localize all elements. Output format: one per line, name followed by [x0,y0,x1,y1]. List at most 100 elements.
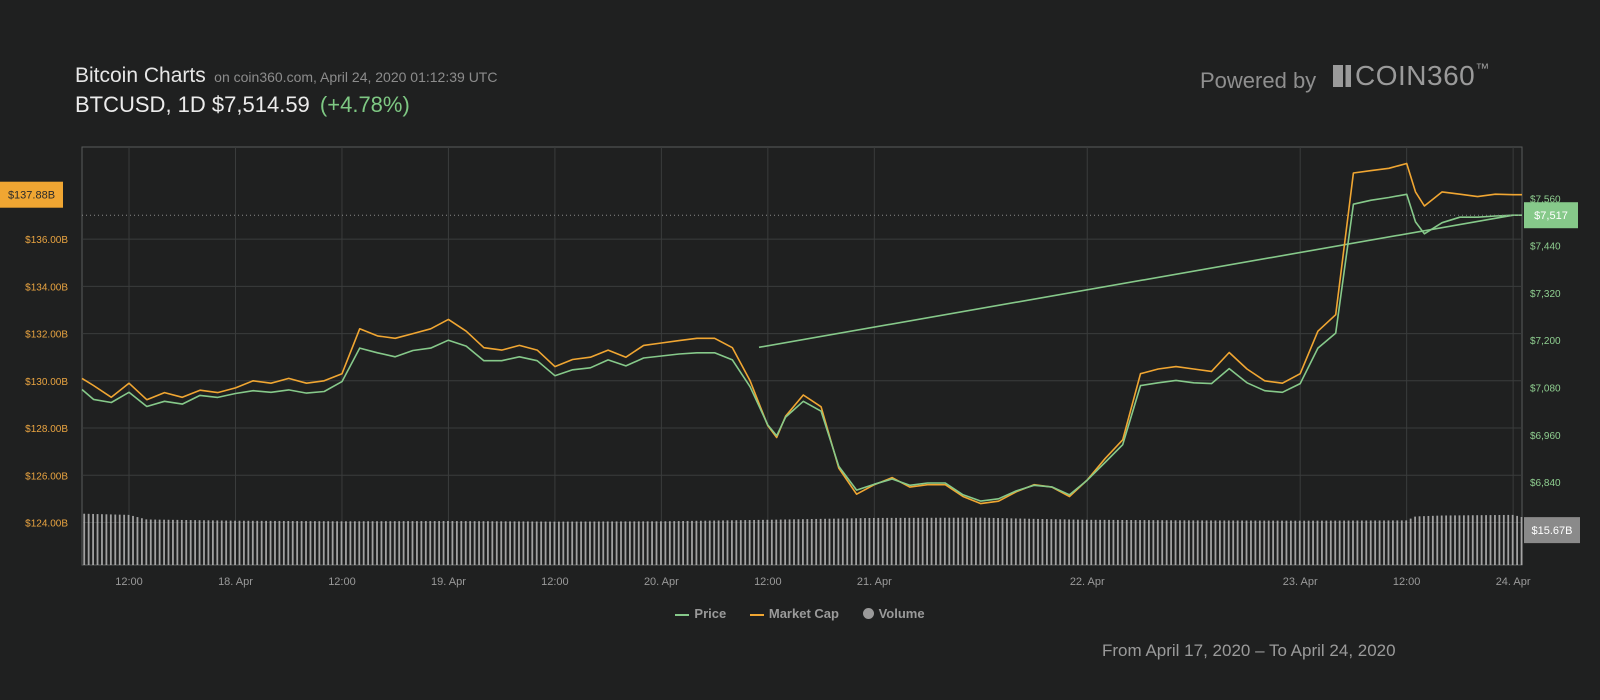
volume-bar [1161,520,1164,565]
volume-bar [526,521,529,565]
volume-bar [544,521,547,565]
y-left-tick-label: $132.00B [25,330,68,341]
volume-bar [522,521,525,565]
volume-bar [704,520,707,565]
volume-bar [748,520,751,565]
volume-bar [1214,520,1217,565]
volume-bar [1081,519,1084,565]
volume-bar [1334,520,1337,565]
volume-bar [531,521,534,565]
volume-bar [850,518,853,565]
volume-bar [624,521,627,565]
y-right-tick-label: $7,200 [1530,336,1561,347]
volume-bar [460,521,463,565]
volume-bar [105,514,108,565]
volume-bar [1276,520,1279,565]
volume-bar [957,517,960,565]
volume-bar [597,521,600,565]
volume-bar [935,517,937,565]
volume-bar [1347,520,1350,565]
volume-bar [872,517,875,565]
volume-bar [176,519,179,565]
volume-bar [238,520,241,565]
volume-bar [1489,515,1492,565]
legend-item-price[interactable]: Price [675,606,726,621]
y-left-tick-label: $134.00B [25,282,68,293]
volume-bar [1041,519,1044,565]
volume-bar [1032,518,1035,565]
volume-bar [939,517,942,565]
volume-bar [136,517,139,565]
volume-bar [203,520,205,565]
volume-bar [877,517,880,565]
volume-bar [349,521,352,565]
market-cap-tag-text: $137.88B [8,190,55,202]
volume-bar [109,514,112,565]
volume-bar [1254,520,1257,565]
y-left-tick-label: $124.00B [25,518,68,529]
volume-bar [859,518,862,565]
volume-bar [1511,514,1514,565]
y-left-tick-label: $130.00B [25,377,68,388]
volume-bar [1467,515,1470,565]
legend-item-market-cap[interactable]: Market Cap [749,606,839,621]
volume-bar [287,520,290,565]
volume-bar [442,521,445,565]
volume-bar [1498,515,1501,565]
volume-bar [868,518,871,565]
volume-bar [1183,520,1186,565]
volume-bar [1103,519,1106,565]
volume-bar [1236,520,1239,565]
volume-bar [487,521,489,565]
volume-bar [411,521,414,565]
volume-bar [1507,514,1510,565]
volume-bar [695,520,698,565]
volume-bar [553,521,556,565]
market-cap-tag-bg [0,181,63,208]
chart-source-timestamp: on coin360.com, April 24, 2020 01:12:39 … [214,69,498,85]
volume-bar [628,521,631,565]
volume-bar [438,521,441,565]
legend-item-volume[interactable]: Volume [862,606,925,621]
chart-series [81,162,1522,505]
volume-bar [353,521,356,565]
volume-bar [314,521,316,565]
volume-bar [611,521,614,565]
coin360-logo[interactable]: COIN360™ [1333,60,1490,92]
volume-bar [1303,520,1306,565]
volume-bar [278,520,281,565]
volume-bar [269,520,272,565]
volume-bar [1312,520,1314,565]
volume-bar [1356,520,1359,565]
volume-bar [189,520,192,565]
volume-bar [1170,520,1172,565]
x-tick-label: 21. Apr [857,576,892,588]
volume-bar [504,521,507,565]
volume-bar [407,521,409,565]
volume-bar [1440,515,1443,565]
volume-bar [717,520,720,565]
volume-bar [682,520,685,565]
volume-bar [464,521,467,565]
volume-bar [1405,520,1408,565]
volume-bar [571,521,574,565]
volume-bar [1165,520,1168,565]
x-tick-label: 12:00 [754,576,782,588]
x-tick-label: 12:00 [1393,576,1421,588]
volume-bar [367,521,370,565]
volume-bar [881,517,884,565]
volume-bar [677,521,680,565]
volume-bar [762,519,764,565]
volume-bar [1294,520,1297,565]
volume-bar [384,521,387,565]
volume-bar [819,518,822,565]
volume-bar [1471,515,1474,565]
legend-volume-label: Volume [878,606,925,621]
volume-bar [469,521,472,565]
volume-bar [1192,520,1195,565]
volume-bar [602,521,605,565]
volume-bar [997,518,999,565]
volume-bar [1343,520,1346,565]
volume-bar [123,514,126,565]
